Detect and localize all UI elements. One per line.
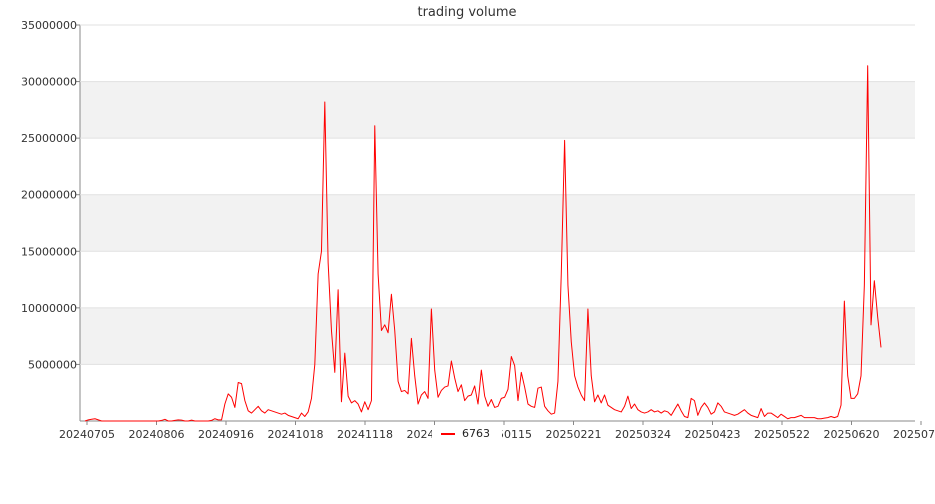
series-layer [84, 65, 882, 422]
series-line-6763 [84, 65, 882, 422]
legend: 6763 [432, 425, 502, 442]
y-tick-label: 5000000 [28, 358, 77, 371]
y-tick-label: 35000000 [21, 19, 77, 32]
x-tick-label: 20240916 [198, 428, 254, 441]
y-tick-label: 10000000 [21, 302, 77, 315]
x-tick-label: 20250324 [615, 428, 671, 441]
legend-label: 6763 [462, 427, 490, 440]
grid-band [80, 364, 915, 421]
x-tick-label: 20250620 [824, 428, 880, 441]
grid-bands [80, 25, 915, 421]
x-tick-label: 20250221 [546, 428, 602, 441]
legend-background [432, 425, 502, 442]
y-tick-label: 30000000 [21, 76, 77, 89]
x-tick-label: 20241118 [337, 428, 393, 441]
grid-band [80, 138, 915, 195]
axes: 5000000 10000000 15000000 20000000 25000000 3… [21, 19, 935, 441]
x-tick-label: 20240705 [59, 428, 115, 441]
grid-band [80, 25, 915, 82]
grid-band [80, 81, 915, 139]
y-tick-label: 20000000 [21, 189, 77, 202]
x-tick-label: 20250423 [685, 428, 741, 441]
x-tick-label: 20241018 [268, 428, 324, 441]
grid-band [80, 251, 915, 308]
y-tick-label: 25000000 [21, 132, 77, 145]
x-tick-label: 20250522 [754, 428, 810, 441]
y-tick-label: 15000000 [21, 245, 77, 258]
grid-band [80, 307, 915, 365]
grid-band [80, 194, 915, 252]
x-tick-label: 20240806 [129, 428, 185, 441]
chart-title: trading volume [417, 5, 516, 20]
x-tick-label: 20250721 [893, 428, 935, 441]
